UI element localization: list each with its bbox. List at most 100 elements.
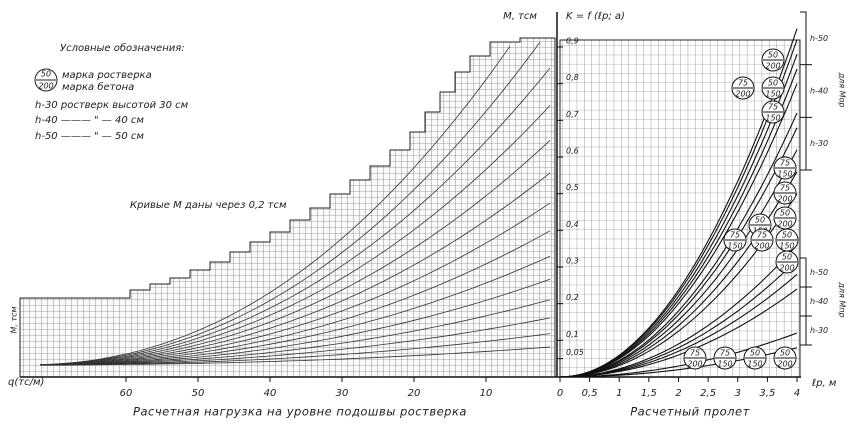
x-tick-label: 0,5 — [582, 388, 598, 399]
load-curve — [39, 278, 551, 366]
x-tick-label: 3 — [735, 388, 741, 399]
q-tick-label: 10 — [480, 388, 493, 399]
y-tick-label: 0,6 — [566, 147, 579, 156]
load-curve — [39, 202, 551, 366]
legend-item: h-30 ростверк высотой 30 см — [35, 100, 189, 111]
load-curve — [39, 172, 551, 366]
legend-sample-bottom: 200 — [38, 82, 53, 91]
grade-bottom: 200 — [754, 242, 769, 251]
x-label: ℓp, м — [812, 378, 837, 389]
left-caption: Расчетная нагрузка на уровне подошвы рос… — [133, 405, 467, 419]
load-curve — [39, 105, 551, 366]
grade-top: 75 — [720, 349, 730, 358]
bracket-item: h-50 — [810, 34, 828, 43]
grade-top: 50 — [780, 349, 790, 358]
grade-top: 50 — [780, 209, 790, 218]
x-tick-label: 2,5 — [700, 388, 716, 399]
y-tick-label: 0,8 — [566, 73, 579, 82]
grade-top: 75 — [768, 103, 778, 112]
q-tick-label: 30 — [336, 388, 349, 399]
y-tick-label: 0,4 — [566, 220, 579, 229]
load-curve — [39, 41, 541, 366]
grade-top: 75 — [690, 349, 700, 358]
x-tick-label: 3,5 — [759, 388, 775, 399]
left-m-label: M, тсм — [10, 306, 19, 333]
x-tick-label: 1,5 — [641, 388, 657, 399]
grade-bottom: 150 — [779, 242, 794, 251]
q-label: q(тс/м) — [8, 377, 44, 388]
y-tick-label: 0,5 — [566, 183, 579, 192]
note: Кривые М даны через 0,2 тсм — [130, 200, 287, 211]
legend-title: Условные обозначения: — [60, 42, 185, 54]
x-tick-label: 1 — [616, 388, 622, 399]
right-caption: Расчетный пролет — [630, 405, 750, 419]
load-curve — [39, 299, 551, 366]
grade-bottom: 200 — [777, 195, 792, 204]
load-curve — [39, 140, 551, 366]
y-label: K = f (ℓp; a) — [566, 11, 625, 22]
load-curve — [39, 230, 551, 366]
grade-top: 50 — [768, 79, 778, 88]
grade-bottom: 200 — [687, 360, 702, 369]
grade-bottom: 200 — [777, 360, 792, 369]
grade-top: 75 — [738, 79, 748, 88]
grade-bottom: 200 — [735, 90, 750, 99]
plot-grid — [559, 39, 801, 378]
load-curve — [39, 67, 551, 366]
grade-top: 50 — [782, 231, 792, 240]
grade-top: 75 — [730, 231, 740, 240]
grade-top: 75 — [780, 159, 790, 168]
grade-bottom: 200 — [765, 62, 780, 71]
grade-bottom: 150 — [717, 360, 732, 369]
bracket-item: h-40 — [810, 297, 828, 306]
span-curve — [559, 83, 798, 378]
grade-top: 75 — [780, 184, 790, 193]
grade-top: 50 — [750, 349, 760, 358]
legend-sample-top: 50 — [41, 70, 51, 79]
y-tick-label: 0,2 — [566, 293, 579, 302]
grade-bottom: 200 — [779, 264, 794, 273]
x-tick-label: 0 — [557, 388, 563, 399]
x-tick-label: 2 — [675, 388, 681, 399]
bracket — [800, 11, 807, 171]
bracket-item: h-30 — [810, 326, 828, 335]
grade-top: 50 — [755, 216, 765, 225]
x-tick-label: 4 — [794, 388, 800, 399]
grade-top: 50 — [782, 253, 792, 262]
grade-bottom: 150 — [765, 90, 780, 99]
grade-bottom: 150 — [727, 242, 742, 251]
span-curve — [559, 288, 798, 378]
load-curve — [39, 45, 511, 366]
decoration — [19, 12, 801, 378]
grade-top: 50 — [768, 51, 778, 60]
grade-bottom: 150 — [747, 360, 762, 369]
load-curve — [39, 333, 551, 366]
y-tick-label: 0,1 — [566, 330, 579, 339]
q-tick-label: 60 — [120, 388, 133, 399]
grade-bottom: 150 — [765, 114, 780, 123]
grade-bottom: 200 — [777, 220, 792, 229]
bracket-item: h-30 — [810, 139, 828, 148]
load-curve — [39, 317, 551, 366]
legend-item: марка бетона — [62, 81, 134, 93]
y-tick-label: 0,05 — [566, 348, 584, 357]
bracket-item: h-40 — [810, 87, 828, 96]
bracket-label: для Мпр — [838, 281, 847, 317]
load-curve — [39, 255, 551, 366]
grade-bottom: 150 — [777, 170, 792, 179]
grade-top: 75 — [757, 231, 767, 240]
legend-item: марка ростверка — [62, 70, 152, 81]
q-tick-label: 20 — [408, 388, 421, 399]
y-tick-label: 0,7 — [566, 110, 580, 119]
legend-item: h-40 ——— " — 40 см — [35, 115, 144, 126]
q-tick-label: 40 — [264, 388, 277, 399]
bracket — [800, 257, 807, 346]
bracket-label: для Мор — [838, 72, 847, 108]
y-tick-label: 0,3 — [566, 257, 579, 266]
bracket-item: h-50 — [810, 268, 828, 277]
q-tick-label: 50 — [192, 388, 205, 399]
y-tick-label: 0,9 — [566, 37, 579, 46]
